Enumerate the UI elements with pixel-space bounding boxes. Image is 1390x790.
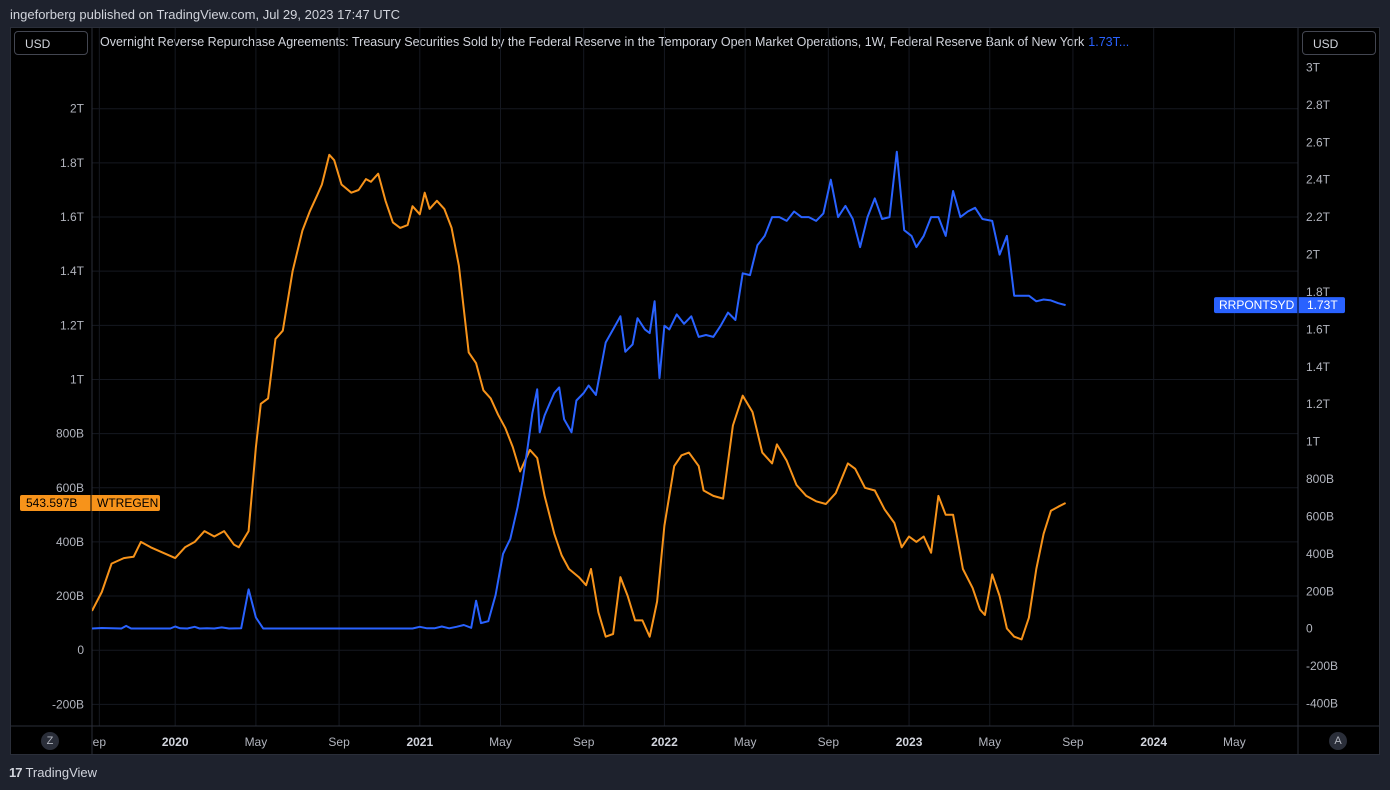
right-last-value-tag [1214,297,1345,314]
chart-frame[interactable] [10,27,1380,755]
right-tick-label: 2T [1306,248,1321,262]
chart-title-text: Overnight Reverse Repurchase Agreements:… [100,35,1085,49]
right-tick-label: 600B [1306,509,1334,523]
time-tick-label: 2021 [406,735,433,749]
left-last-value-tag [20,495,160,512]
chart-title-last-value: 1.73T... [1088,35,1130,49]
right-tick-label: 2.4T [1306,173,1331,187]
right-tick-label: 1T [1306,435,1321,449]
tradingview-logo[interactable]: 17 TradingView [9,765,97,780]
right-tick-label: 0 [1306,622,1313,636]
right-tick-label: 800B [1306,472,1334,486]
time-tick-label: Sep [573,735,595,749]
grid-lines [92,28,1298,726]
time-tick-label: 2020 [162,735,189,749]
published-header: ingeforberg published on TradingView.com… [10,7,401,22]
left-tick-label: 200B [56,589,84,603]
right-tick-label: 1.8T [1306,285,1331,299]
right-tick-label: -400B [1306,697,1338,711]
left-tick-label: 400B [56,535,84,549]
right-currency-button[interactable]: USD [1302,31,1376,55]
time-tick-label: 2024 [1140,735,1167,749]
right-tick-label: 1.2T [1306,397,1331,411]
time-tick-label: Sep [328,735,350,749]
left-tick-label: 800B [56,427,84,441]
time-tick-label: 2022 [651,735,678,749]
right-tick-label: 2.2T [1306,210,1331,224]
right-tick-label: 2.6T [1306,135,1331,149]
left-series-name: WTREGEN [97,496,158,510]
right-tick-label: -200B [1306,659,1338,673]
time-tick-label: Sep [818,735,840,749]
left-tick-label: 1.4T [60,264,85,278]
left-tick-label: 1T [70,372,85,386]
series-line-rrpontsyd [92,150,1066,630]
left-tick-label: 1.8T [60,156,85,170]
left-last-value: 543.597B [26,496,77,510]
right-tick-label: 200B [1306,584,1334,598]
chart-title: Overnight Reverse Repurchase Agreements:… [100,35,1129,49]
series-lines [92,150,1067,641]
right-tick-label: 3T [1306,60,1321,74]
time-tick-label: Sep [1062,735,1084,749]
time-tick-label: May [734,735,757,749]
right-last-value: 1.73T [1307,298,1338,312]
zoom-reset-button[interactable]: Z [41,732,59,750]
left-tick-label: 0 [77,643,84,657]
series-line-wtregen [92,153,1067,641]
time-tick-label: May [489,735,512,749]
time-tick-label: May [978,735,1001,749]
right-axis: -400B -200B 0 200B 400B 600B 800B 1T 1.2T 1.4T 1.6… [1306,60,1338,710]
auto-scale-button[interactable]: A [1329,732,1347,750]
tradingview-logo-text: TradingView [25,765,98,780]
time-tick-label: May [1223,735,1246,749]
left-axis: -200B 0 200B 400B 600B 800B 1T 1.2T 1.4T 1.6T 1.8T… [52,102,85,712]
right-tick-label: 1.4T [1306,360,1331,374]
last-value-labels: 543.597B WTREGEN RRPONTSYD 1.73T [20,297,1345,512]
right-tick-label: 2.8T [1306,98,1331,112]
tradingview-logo-icon: 17 [9,765,23,780]
left-tick-label: -200B [52,697,84,711]
time-axis: ep 2020 May Sep 2021 May Sep 2022 May Sep 2023 May S… [93,735,1246,749]
time-tick-label: May [245,735,268,749]
left-tick-label: 1.6T [60,210,85,224]
left-tick-label: 600B [56,481,84,495]
left-tick-label: 2T [70,102,85,116]
left-currency-button[interactable]: USD [14,31,88,55]
right-series-name: RRPONTSYD [1219,298,1295,312]
left-tick-label: 1.2T [60,318,85,332]
right-tick-label: 400B [1306,547,1334,561]
time-tick-label: ep [93,735,107,749]
time-tick-label: 2023 [896,735,923,749]
right-tick-label: 1.6T [1306,322,1331,336]
